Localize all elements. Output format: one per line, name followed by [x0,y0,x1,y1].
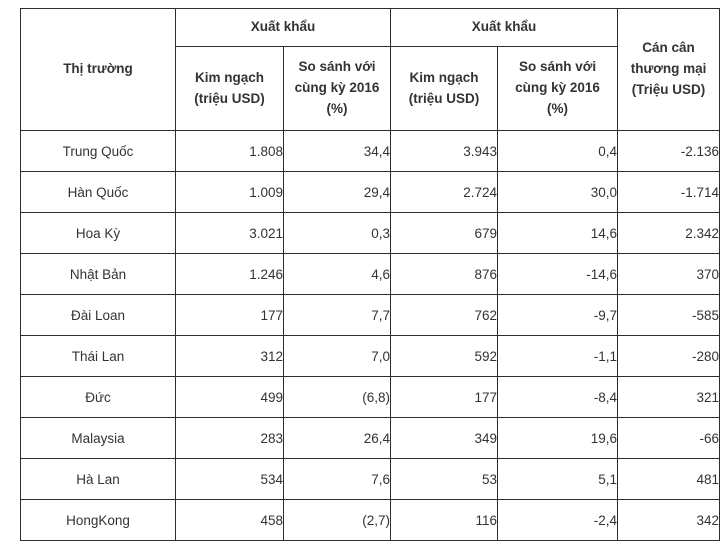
market-cell: Thái Lan [20,335,176,377]
so-sanh-header-2: So sánh với cùng kỳ 2016 (%) [497,46,619,131]
value-cell: 1.808 [175,130,284,172]
table-row: Trung Quốc 1.808 34,4 3.943 0,4 -2.136 [20,130,721,172]
value-cell: 177 [175,294,284,336]
value-cell: 7,7 [282,294,392,336]
market-cell: HongKong [20,499,176,541]
value-cell: 29,4 [282,171,392,213]
table-row: Đức 499 (6,8) 177 -8,4 321 [20,376,721,418]
trade-balance-column-header: Cán cân thương mại (Triệu USD) [617,8,721,131]
value-cell: (2,7) [282,499,392,541]
value-cell: 1.246 [175,253,284,295]
value-cell: 7,6 [282,458,392,500]
value-cell: 53 [390,458,499,500]
value-cell: 26,4 [282,417,392,459]
value-cell: 116 [390,499,499,541]
table-row: Hoa Kỳ 3.021 0,3 679 14,6 2.342 [20,212,721,254]
value-cell: 312 [175,335,284,377]
value-cell: 370 [617,253,721,295]
value-cell: 499 [175,376,284,418]
value-cell: 3.943 [390,130,499,172]
value-cell: 762 [390,294,499,336]
value-cell: 7,0 [282,335,392,377]
export-group-header-2: Xuất khẩu [390,8,619,47]
value-cell: 679 [390,212,499,254]
value-cell: -9,7 [497,294,619,336]
value-cell: 14,6 [497,212,619,254]
market-cell: Hà Lan [20,458,176,500]
market-cell: Hoa Kỳ [20,212,176,254]
value-cell: 2.342 [617,212,721,254]
market-cell: Trung Quốc [20,130,176,172]
value-cell: -585 [617,294,721,336]
value-cell: -1.714 [617,171,721,213]
market-column-header: Thị trường [20,8,176,131]
value-cell: 321 [617,376,721,418]
value-cell: 1.009 [175,171,284,213]
value-cell: 283 [175,417,284,459]
market-cell: Đài Loan [20,294,176,336]
value-cell: 481 [617,458,721,500]
market-cell: Nhật Bản [20,253,176,295]
kim-ngach-header-2: Kim ngạch (triệu USD) [390,46,499,131]
trade-table: Thị trường Xuất khẩu Xuất khẩu Cán cân t… [20,8,721,541]
value-cell: -2,4 [497,499,619,541]
table-row: Đài Loan 177 7,7 762 -9,7 -585 [20,294,721,336]
table-row: Malaysia 283 26,4 349 19,6 -66 [20,417,721,459]
table-row: Nhật Bản 1.246 4,6 876 -14,6 370 [20,253,721,295]
value-cell: 5,1 [497,458,619,500]
export-group-header-1: Xuất khẩu [174,8,392,47]
value-cell: 0,4 [497,130,619,172]
value-cell: 342 [617,499,721,541]
value-cell: -1,1 [497,335,619,377]
table-row: Hàn Quốc 1.009 29,4 2.724 30,0 -1.714 [20,171,721,213]
market-cell: Hàn Quốc [20,171,176,213]
value-cell: -66 [617,417,721,459]
kim-ngach-header-1: Kim ngạch (triệu USD) [175,46,284,131]
value-cell: 458 [175,499,284,541]
table-row: HongKong 458 (2,7) 116 -2,4 342 [20,499,721,541]
value-cell: 34,4 [282,130,392,172]
value-cell: 177 [390,376,499,418]
value-cell: (6,8) [282,376,392,418]
value-cell: 3.021 [175,212,284,254]
value-cell: -14,6 [497,253,619,295]
value-cell: -8,4 [497,376,619,418]
table-row: Thái Lan 312 7,0 592 -1,1 -280 [20,335,721,377]
table-row: Hà Lan 534 7,6 53 5,1 481 [20,458,721,500]
value-cell: -280 [617,335,721,377]
value-cell: 876 [390,253,499,295]
value-cell: -2.136 [617,130,721,172]
value-cell: 349 [390,417,499,459]
value-cell: 4,6 [282,253,392,295]
group-header-row: Thị trường Xuất khẩu Xuất khẩu Cán cân t… [20,8,721,131]
value-cell: 30,0 [497,171,619,213]
value-cell: 534 [175,458,284,500]
value-cell: 19,6 [497,417,619,459]
value-cell: 0,3 [282,212,392,254]
value-cell: 2.724 [390,171,499,213]
so-sanh-header-1: So sánh với cùng kỳ 2016 (%) [282,46,392,131]
market-cell: Malaysia [20,417,176,459]
value-cell: 592 [390,335,499,377]
market-cell: Đức [20,376,176,418]
